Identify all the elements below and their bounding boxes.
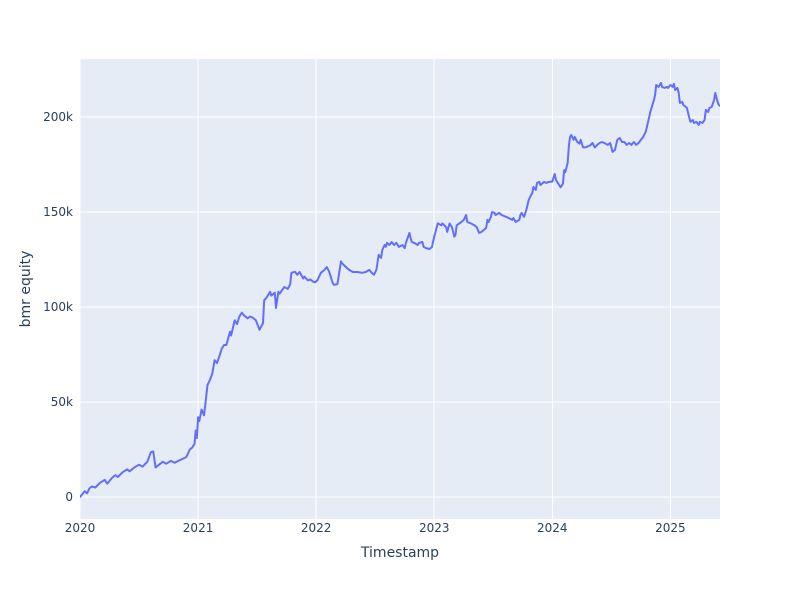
chart-canvas	[80, 59, 720, 519]
x-tick-label: 2021	[182, 521, 214, 535]
series-line[interactable]	[80, 81, 720, 498]
y-tick-label: 0	[65, 489, 73, 504]
y-tick-label: 50k	[50, 394, 73, 409]
x-tick-label: 2024	[537, 521, 568, 535]
y-tick-label: 100k	[43, 299, 73, 314]
plot-area[interactable]	[80, 59, 720, 519]
plot-background	[80, 59, 720, 519]
x-tick-label: 2020	[64, 521, 96, 535]
x-tick-label: 2023	[418, 521, 450, 535]
y-tick-label: 200k	[43, 109, 73, 124]
y-tick-label: 150k	[43, 204, 73, 219]
x-tick-label: 2022	[300, 521, 332, 535]
x-tick-label: 2025	[655, 521, 686, 535]
y-axis-title: bmr equity	[18, 250, 34, 328]
x-axis-title: Timestamp	[360, 545, 440, 561]
